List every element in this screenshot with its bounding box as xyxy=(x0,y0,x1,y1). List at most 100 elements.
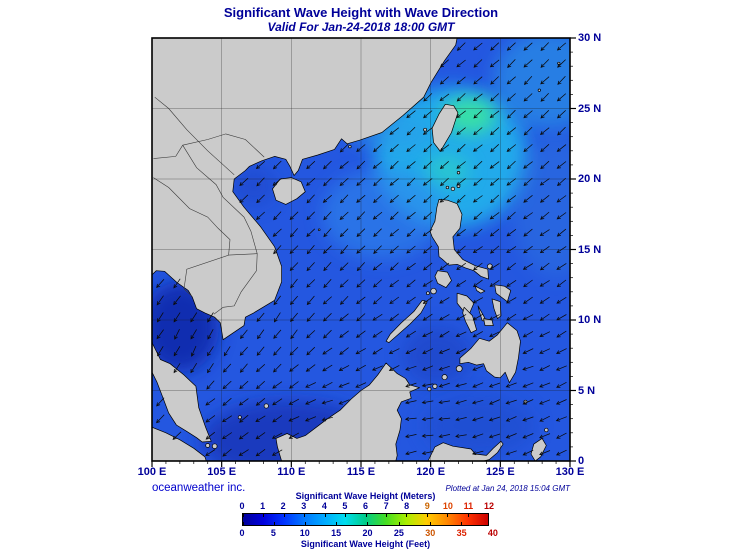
oceanweather-credit: oceanweather inc. xyxy=(152,482,246,494)
lat-tick-label: 5 N xyxy=(578,384,596,397)
wave-height-patch xyxy=(511,136,570,278)
colorbar-title-meters: Significant Wave Height (Meters) xyxy=(295,491,436,501)
lon-tick-label: 130 E xyxy=(555,466,585,478)
lon-tick-label: 115 E xyxy=(346,466,376,478)
island-morotai xyxy=(544,427,549,433)
landmass-sumatra xyxy=(152,426,207,461)
latitude-axis: 30 N 25 N 20 N 15 N 10 N 5 N 0 xyxy=(578,32,623,467)
chart-title: Significant Wave Height with Wave Direct… xyxy=(223,5,499,20)
colorbar-tick-mark xyxy=(345,514,347,517)
landmass-sulawesi-arm xyxy=(427,440,504,461)
island-natuna xyxy=(263,403,269,409)
island-okinawa xyxy=(537,88,541,92)
landmass-mindoro xyxy=(434,270,452,288)
border-vietnam-laos-cambodia xyxy=(182,145,258,315)
wave-direction-arrows-path xyxy=(156,42,567,457)
wave-height-shading xyxy=(152,38,570,461)
island-basilan xyxy=(455,365,463,372)
colorbar-feet-tick-label: 20 xyxy=(362,528,373,538)
colorbar-tick-mark xyxy=(336,522,338,525)
colorbar-feet-tick-label: 35 xyxy=(456,528,467,538)
colorbar-meters-tick-label: 3 xyxy=(301,501,307,511)
map-frame xyxy=(151,37,571,462)
lat-tick-label: 0 xyxy=(578,455,585,467)
colorbar-feet-tick-label: 40 xyxy=(487,528,498,538)
island-penghu xyxy=(423,127,427,132)
landmass-borneo xyxy=(275,362,420,461)
credits-row: oceanweather inc. Plotted at Jan 24, 201… xyxy=(152,481,570,495)
colorbar-feet-tick-label: 10 xyxy=(299,528,310,538)
lon-tick-label: 105 E xyxy=(207,466,237,478)
colorbar-tick-mark xyxy=(324,514,326,517)
island-jolo xyxy=(441,374,448,381)
colorbar-tick-mark xyxy=(367,522,369,525)
island-babuyan-3 xyxy=(445,185,450,190)
landmass-taiwan xyxy=(431,103,459,152)
colorbar-feet-tick-label: 25 xyxy=(393,528,404,538)
axis-ticks xyxy=(151,37,576,467)
country-borders xyxy=(153,96,265,315)
landmass-luzon xyxy=(429,199,489,280)
border-china-vietnam-laos xyxy=(153,133,265,159)
colorbar-meters-tick-label: 2 xyxy=(280,501,286,511)
colorbar-tick-mark xyxy=(406,514,408,517)
wave-height-patch xyxy=(231,166,276,206)
colorbar-tick-mark xyxy=(426,514,428,517)
border-laos-cambodia xyxy=(228,253,258,256)
lon-tick-label: 110 E xyxy=(277,466,306,478)
colorbar-tick-mark xyxy=(385,514,387,517)
colorbar-tick-mark xyxy=(263,514,265,517)
island-tawitawi-1 xyxy=(432,383,438,389)
landmass-bohol xyxy=(483,318,494,326)
border-thailand-laos-cambodia xyxy=(153,177,231,297)
colorbar-tick-mark xyxy=(365,514,367,517)
colorbar-meters-tick-label: 10 xyxy=(442,501,453,511)
chart-subtitle: Valid For Jan-24-2018 18:00 GMT xyxy=(267,20,455,34)
colorbar-meters-tick-label: 12 xyxy=(483,501,495,511)
wave-height-patch xyxy=(425,155,470,186)
colorbar-tick-mark xyxy=(460,522,462,525)
colorbar-meters-tick-label: 4 xyxy=(321,501,327,511)
island-calamian-2 xyxy=(426,291,430,296)
landmass-halmahera xyxy=(530,438,547,461)
colorbar-meters-tick-label: 6 xyxy=(362,501,369,511)
colorbar-meters-ticks: 0 1 2 3 4 5 6 7 8 9 10 11 12 xyxy=(239,501,494,512)
lon-tick-label: 100 E xyxy=(137,466,167,478)
colorbar-feet-tick-label: 30 xyxy=(425,528,436,538)
island-tawitawi-2 xyxy=(427,386,432,392)
colorbar-meters-tick-label: 0 xyxy=(239,501,245,511)
colorbar-gradient xyxy=(242,513,489,526)
island-bintan xyxy=(211,443,218,449)
island-batam xyxy=(205,443,211,448)
landmass-leyte xyxy=(491,298,502,319)
wave-direction-arrows xyxy=(156,42,567,457)
colorbar-tick-mark xyxy=(488,514,489,517)
landmass-hainan xyxy=(272,177,306,205)
lat-tick-label: 10 N xyxy=(578,314,602,326)
map-area xyxy=(151,37,576,467)
landmass-masbate xyxy=(474,285,486,294)
colorbar-meters-tick-label: 5 xyxy=(342,501,348,511)
island-hongkong xyxy=(348,144,352,149)
lat-tick-label: 30 N xyxy=(578,32,602,44)
colorbar-feet-tick-label: 5 xyxy=(270,528,276,538)
colorbar-meters-tick-label: 9 xyxy=(424,501,430,511)
colorbar-tick-mark xyxy=(467,514,469,517)
lat-tick-label: 25 N xyxy=(578,102,602,115)
colorbar-tick-mark xyxy=(243,522,244,525)
colorbar-tick-mark xyxy=(398,522,400,525)
colorbar-feet-tick-label: 0 xyxy=(239,528,245,538)
colorbar-feet-ticks: 0 5 10 15 20 25 30 35 40 xyxy=(239,528,497,539)
island-batan xyxy=(456,171,461,175)
wave-height-patch xyxy=(443,97,497,134)
landmass-palawan xyxy=(385,299,428,343)
wave-height-patch xyxy=(423,396,536,456)
longitude-axis: 100 E 105 E 110 E 115 E 120 E 125 E 130 E xyxy=(138,466,585,480)
lon-tick-label: 125 E xyxy=(485,466,515,478)
colorbar-tick-mark xyxy=(274,522,276,525)
colorbar-tick-mark xyxy=(429,522,431,525)
lat-tick-label: 20 N xyxy=(578,173,602,185)
lat-tick-label: 15 N xyxy=(578,243,602,256)
